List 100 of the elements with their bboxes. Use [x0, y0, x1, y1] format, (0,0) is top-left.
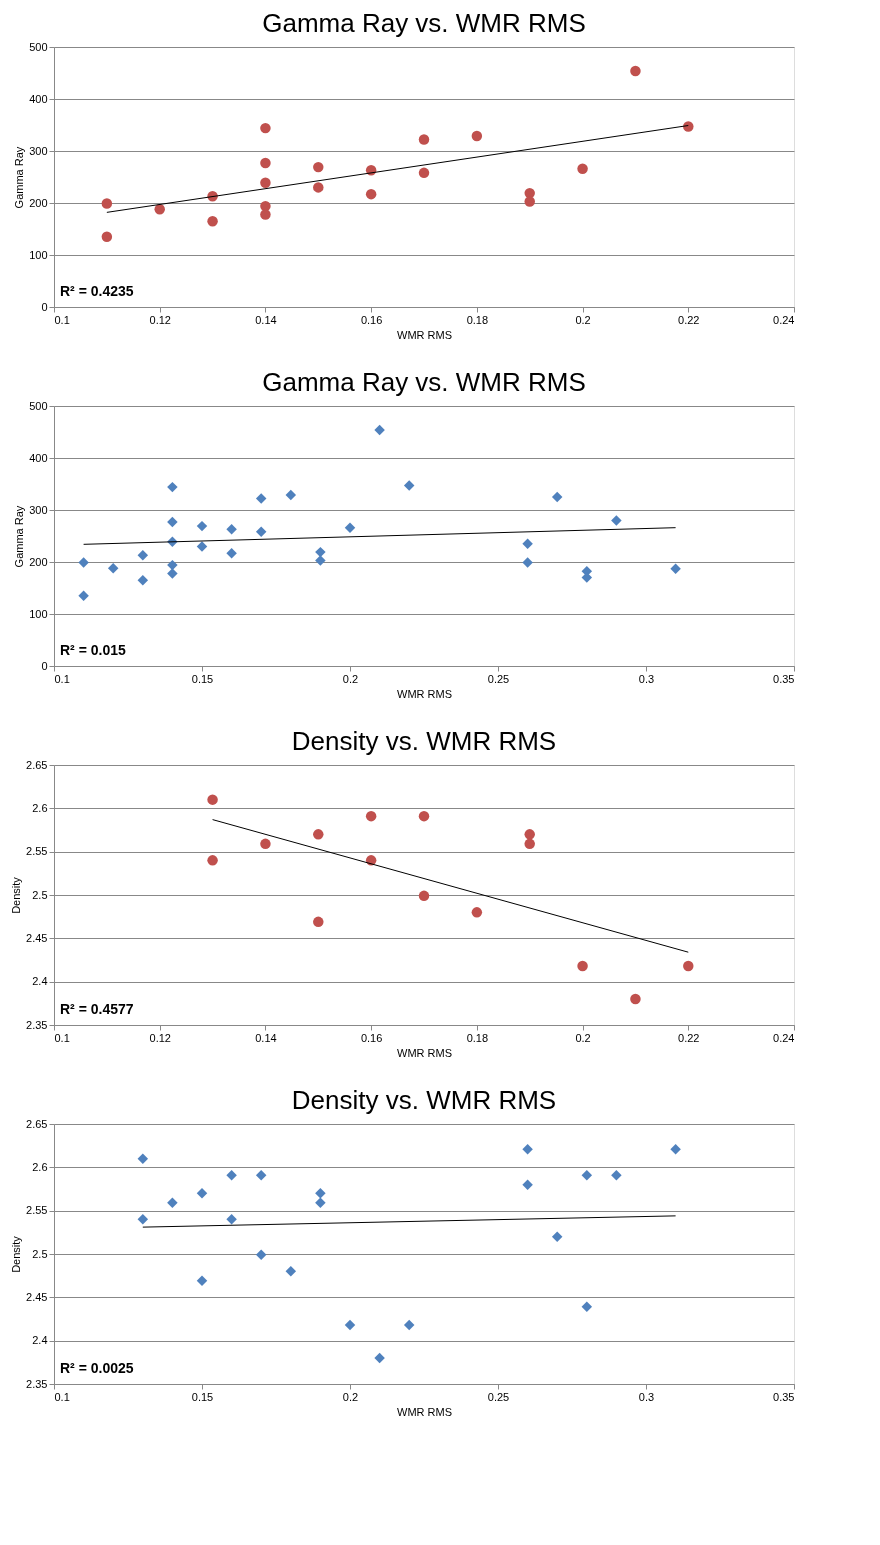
chart-title: Gamma Ray vs. WMR RMS [262, 8, 586, 38]
y-tick-label: 2.6 [32, 1160, 48, 1173]
point [207, 794, 218, 805]
x-tick-label: 0.1 [54, 313, 70, 326]
x-tick-label: 0.2 [342, 672, 359, 685]
point [313, 161, 324, 173]
point [418, 167, 430, 179]
y-tick-label: 500 [29, 399, 48, 412]
y-axis-title: Density [10, 1235, 23, 1273]
y-tick-label: 2.55 [26, 845, 48, 858]
y-tick-label: 300 [29, 144, 48, 157]
point [365, 188, 377, 200]
point [313, 182, 324, 193]
y-tick-label: 500 [29, 40, 48, 53]
x-axis-title: WMR RMS [397, 1405, 452, 1418]
point [630, 993, 641, 1005]
y-axis-title: Gamma Ray [13, 505, 26, 568]
x-tick-label: 0.2 [575, 1031, 591, 1044]
point [260, 122, 271, 134]
y-tick-label: 200 [29, 196, 48, 209]
point [207, 215, 218, 227]
y-tick-label: 2.65 [26, 1117, 48, 1130]
chart-title: Gamma Ray vs. WMR RMS [262, 367, 586, 397]
point [365, 810, 377, 822]
y-tick-label: 2.45 [26, 1290, 48, 1303]
y-axis-title: Density [10, 876, 23, 914]
chart-title: Density vs. WMR RMS [291, 1085, 557, 1115]
annotation: R² = 0.015 [60, 642, 126, 658]
x-tick-label: 0.12 [149, 313, 171, 326]
point [260, 838, 271, 850]
y-tick-label: 300 [29, 503, 48, 516]
x-tick-label: 0.16 [360, 313, 383, 326]
x-tick-label: 0.14 [255, 313, 277, 326]
point [260, 177, 271, 188]
point [313, 916, 324, 928]
y-tick-label: 2.55 [26, 1204, 48, 1217]
y-tick-label: 0 [41, 659, 48, 672]
point [683, 121, 694, 132]
x-tick-label: 0.1 [54, 1031, 70, 1044]
y-tick-label: 2.35 [26, 1377, 48, 1390]
x-tick-label: 0.3 [638, 1390, 655, 1403]
y-tick-label: 100 [29, 607, 48, 620]
x-tick-label: 0.12 [149, 1031, 171, 1044]
x-tick-label: 0.25 [487, 672, 510, 685]
x-tick-label: 0.18 [466, 313, 489, 326]
y-axis-title: Gamma Ray [13, 146, 26, 209]
point [683, 960, 694, 972]
x-tick-label: 0.22 [678, 1031, 700, 1044]
point [260, 157, 271, 169]
point [577, 163, 588, 174]
annotation: R² = 0.4235 [60, 283, 134, 299]
point [313, 829, 324, 840]
x-tick-label: 0.16 [360, 1031, 383, 1044]
point [471, 130, 483, 142]
y-tick-label: 2.6 [32, 801, 48, 814]
x-tick-label: 0.14 [255, 1031, 277, 1044]
x-tick-label: 0.1 [54, 672, 70, 685]
chart-title: Density vs. WMR RMS [291, 726, 557, 756]
point [524, 838, 535, 850]
x-tick-label: 0.2 [575, 313, 591, 326]
y-tick-label: 200 [29, 555, 48, 568]
point [418, 890, 430, 902]
x-tick-label: 0.25 [487, 1390, 510, 1403]
x-tick-label: 0.15 [191, 672, 214, 685]
x-tick-label: 0.2 [342, 1390, 359, 1403]
y-tick-label: 400 [29, 92, 48, 105]
y-tick-label: 2.4 [32, 975, 48, 988]
x-axis-title: WMR RMS [397, 1046, 452, 1059]
y-tick-label: 0 [41, 300, 48, 313]
point [418, 810, 430, 822]
point [154, 204, 165, 215]
point [418, 134, 430, 145]
x-tick-label: 0.24 [773, 1031, 795, 1044]
point [630, 65, 641, 77]
x-axis-title: WMR RMS [397, 687, 452, 700]
x-tick-label: 0.3 [638, 672, 655, 685]
x-tick-label: 0.35 [773, 672, 795, 685]
x-tick-label: 0.24 [773, 313, 795, 326]
y-tick-label: 2.4 [32, 1334, 48, 1347]
x-tick-label: 0.15 [191, 1390, 214, 1403]
x-axis-title: WMR RMS [397, 328, 452, 341]
point [101, 198, 113, 209]
y-tick-label: 2.5 [32, 1247, 48, 1260]
y-tick-label: 2.45 [26, 931, 48, 944]
point [524, 829, 535, 840]
x-tick-label: 0.22 [678, 313, 700, 326]
x-tick-label: 0.35 [773, 1390, 795, 1403]
point [524, 196, 535, 207]
y-tick-label: 400 [29, 451, 48, 464]
y-tick-label: 2.5 [32, 888, 48, 901]
point [260, 209, 271, 220]
y-tick-label: 2.35 [26, 1018, 48, 1031]
point [471, 907, 483, 918]
x-tick-label: 0.1 [54, 1390, 70, 1403]
point [577, 960, 588, 972]
point [207, 855, 218, 866]
y-tick-label: 100 [29, 248, 48, 261]
x-tick-label: 0.18 [466, 1031, 489, 1044]
y-tick-label: 2.65 [26, 758, 48, 771]
point [101, 231, 113, 243]
